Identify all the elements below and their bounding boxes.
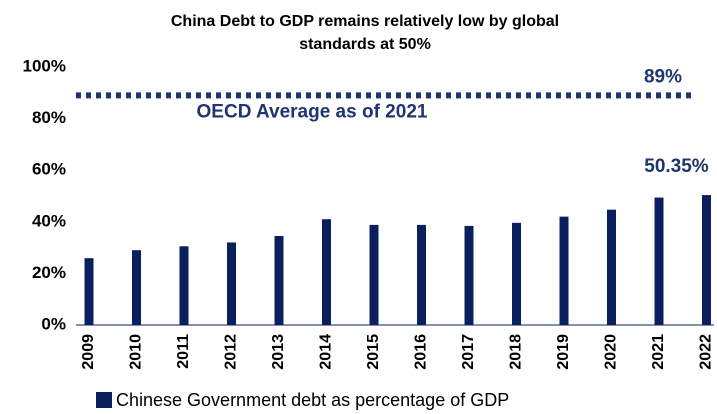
- reference-value-label: 89%: [644, 66, 682, 87]
- y-tick-label: 60%: [32, 160, 66, 179]
- x-tick-label: 2015: [365, 334, 382, 370]
- x-tick-label: 2013: [270, 334, 287, 370]
- y-tick-label: 100%: [23, 56, 66, 75]
- y-tick-label: 0%: [41, 314, 66, 333]
- bar: [607, 209, 616, 325]
- x-tick-label: 2009: [80, 334, 97, 370]
- bar: [84, 258, 94, 325]
- y-tick-label: 20%: [32, 263, 66, 282]
- x-tick-label: 2019: [555, 334, 572, 370]
- bar: [417, 224, 426, 325]
- y-tick-label: 80%: [32, 108, 66, 127]
- x-tick-label: 2010: [128, 334, 145, 370]
- x-tick-label: 2022: [698, 334, 715, 370]
- y-tick-label: 40%: [32, 211, 66, 230]
- x-tick-label: 2020: [603, 334, 620, 370]
- bar: [274, 235, 284, 325]
- bar: [702, 195, 711, 325]
- legend-label: Chinese Government debt as percentage of…: [116, 390, 509, 410]
- bar: [654, 197, 664, 325]
- value-label: 50.35%: [644, 156, 709, 177]
- x-tick-label: 2021: [650, 334, 667, 370]
- x-tick-label: 2017: [460, 334, 477, 370]
- legend-swatch: [96, 392, 112, 408]
- x-tick-label: 2012: [223, 334, 240, 370]
- bar: [512, 222, 521, 325]
- bar: [559, 216, 569, 325]
- bar: [322, 219, 331, 325]
- x-tick-label: 2016: [413, 334, 430, 370]
- x-tick-label: 2014: [318, 334, 335, 370]
- x-tick-label: 2011: [175, 334, 192, 369]
- bar: [464, 225, 474, 325]
- chart-title: China Debt to GDP remains relatively low…: [170, 13, 560, 53]
- bar: [132, 250, 141, 325]
- bar: [369, 224, 379, 325]
- bar: [227, 242, 236, 325]
- x-tick-label: 2018: [508, 334, 525, 370]
- reference-label: OECD Average as of 2021: [197, 101, 428, 122]
- bar: [179, 246, 189, 325]
